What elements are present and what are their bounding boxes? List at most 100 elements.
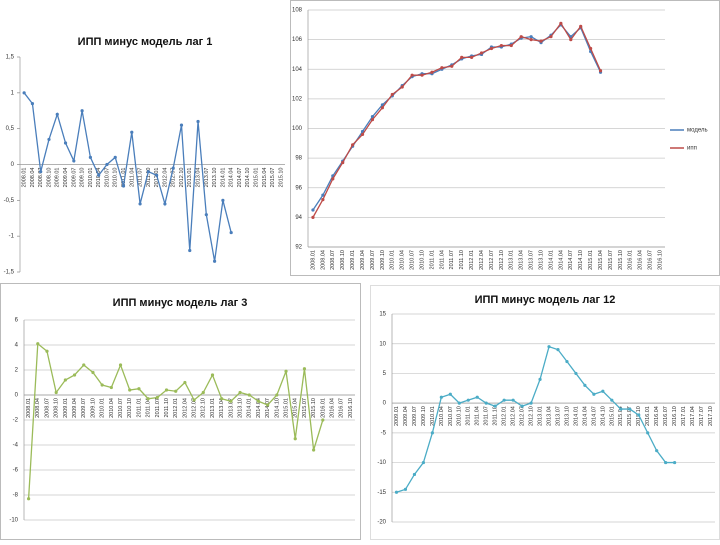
series-line xyxy=(312,22,602,218)
x-tick-label: 2012.07 xyxy=(520,406,526,426)
data-point xyxy=(439,395,443,399)
data-point xyxy=(655,449,659,453)
data-point xyxy=(610,398,614,402)
data-point xyxy=(569,38,573,42)
data-point xyxy=(91,370,95,375)
data-point xyxy=(529,38,533,42)
data-point xyxy=(100,383,104,387)
data-point xyxy=(311,208,315,212)
x-tick-label: 2009.07 xyxy=(412,406,418,426)
x-tick-label: 2009.07 xyxy=(71,168,77,188)
data-point xyxy=(450,64,454,68)
x-tick-label: 2011.10 xyxy=(459,250,465,269)
x-tick-label: 2010.07 xyxy=(448,406,454,426)
data-point xyxy=(113,155,117,159)
data-point xyxy=(63,141,68,145)
x-tick-label: 2008.10 xyxy=(54,398,60,418)
y-tick-label: 4 xyxy=(15,343,19,349)
x-tick-label: 2014.01 xyxy=(220,168,226,188)
data-point xyxy=(628,407,632,411)
chart-title: ИПП минус модель лаг 12 xyxy=(475,294,616,306)
x-tick-label: 2013.07 xyxy=(204,168,210,188)
data-point xyxy=(529,35,533,39)
y-tick-label: 5 xyxy=(383,371,387,377)
x-tick-label: 2013.04 xyxy=(546,406,552,426)
x-tick-label: 2014.04 xyxy=(229,168,235,188)
y-tick-label: 1,5 xyxy=(6,55,15,61)
data-point xyxy=(229,230,233,235)
x-tick-label: 2015.07 xyxy=(270,168,276,188)
data-point xyxy=(394,490,399,494)
data-point xyxy=(155,395,159,400)
y-tick-label: -6 xyxy=(13,468,19,474)
x-tick-label: 2014.07 xyxy=(568,250,574,270)
x-tick-label: 2012.10 xyxy=(529,406,535,426)
x-tick-label: 2009.01 xyxy=(63,398,69,418)
x-tick-label: 2012.10 xyxy=(179,168,185,188)
y-tick-label: -1 xyxy=(9,234,15,240)
x-tick-label: 2009.01 xyxy=(55,168,61,188)
data-point xyxy=(673,460,677,465)
x-tick-label: 2008.01 xyxy=(22,168,28,188)
x-tick-label: 2015.01 xyxy=(609,406,615,426)
x-tick-label: 2011.01 xyxy=(121,168,127,187)
x-tick-label: 2009.01 xyxy=(350,250,356,270)
x-tick-label: 2015.01 xyxy=(283,398,289,418)
data-point xyxy=(664,460,668,465)
data-point xyxy=(583,383,587,387)
data-point xyxy=(493,404,497,408)
data-point xyxy=(539,39,543,43)
data-point xyxy=(321,193,325,197)
x-tick-label: 2014.04 xyxy=(582,406,588,426)
x-tick-label: 2010.10 xyxy=(113,168,119,188)
data-point xyxy=(146,170,150,174)
x-tick-label: 2009.01 xyxy=(394,406,400,426)
x-tick-label: 2010.04 xyxy=(96,168,102,188)
data-point xyxy=(54,390,58,395)
data-point xyxy=(171,166,175,170)
data-point xyxy=(30,101,35,106)
data-point xyxy=(97,173,101,177)
data-point xyxy=(499,43,503,48)
x-tick-label: 2014.07 xyxy=(237,168,243,188)
data-point xyxy=(460,55,464,60)
y-tick-label: 92 xyxy=(295,245,302,251)
x-tick-label: 2015.10 xyxy=(618,250,624,270)
y-tick-label: -15 xyxy=(377,490,386,496)
x-tick-label: 2015.04 xyxy=(293,398,299,418)
y-tick-label: 6 xyxy=(15,318,19,324)
x-tick-label: 2015.07 xyxy=(302,398,308,418)
data-point xyxy=(592,392,596,396)
data-point xyxy=(440,66,444,70)
data-point xyxy=(82,363,86,367)
x-tick-label: 2017.10 xyxy=(708,406,714,426)
x-tick-label: 2013.07 xyxy=(529,250,535,270)
x-tick-label: 2016.10 xyxy=(657,250,663,270)
y-tick-label: 0 xyxy=(11,162,15,168)
data-point xyxy=(47,137,51,142)
x-tick-label: 2009.10 xyxy=(421,406,427,426)
data-point xyxy=(213,259,217,263)
x-tick-label: 2012.10 xyxy=(201,398,207,418)
chart-title: ИПП минус модель лаг 3 xyxy=(113,297,248,309)
x-tick-label: 2012.04 xyxy=(511,406,517,426)
data-point xyxy=(511,398,515,402)
data-point xyxy=(619,407,623,411)
x-tick-label: 2015.04 xyxy=(598,250,604,270)
data-point xyxy=(312,448,316,452)
x-tick-label: 2016.07 xyxy=(339,398,345,418)
x-tick-label: 2010.04 xyxy=(400,250,406,270)
data-point xyxy=(88,155,92,159)
y-tick-label: 104 xyxy=(292,67,303,73)
data-point xyxy=(284,369,288,373)
x-tick-label: 2010.10 xyxy=(127,398,133,418)
data-point xyxy=(22,91,26,95)
x-tick-label: 2012.04 xyxy=(182,398,188,418)
data-point xyxy=(331,177,335,181)
x-tick-label: 2014.10 xyxy=(245,168,251,188)
data-point xyxy=(351,143,355,147)
x-tick-label: 2011.04 xyxy=(475,406,481,425)
data-point xyxy=(380,106,384,110)
x-tick-label: 2013.01 xyxy=(187,168,193,188)
